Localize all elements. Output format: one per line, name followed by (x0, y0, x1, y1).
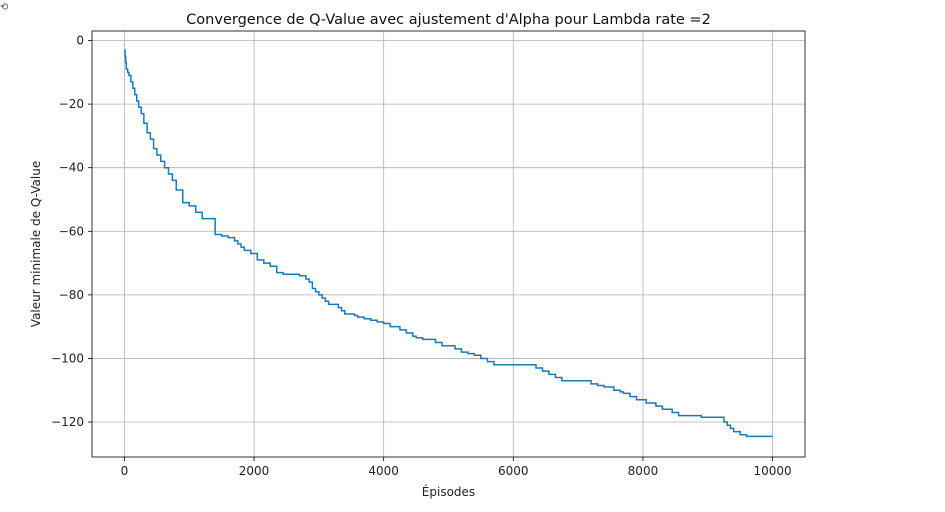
x-tick-label: 0 (121, 464, 129, 478)
grid (92, 31, 805, 457)
x-tick-label: 4000 (368, 464, 399, 478)
y-tick-label: −80 (59, 288, 84, 302)
x-tick-label: 10000 (753, 464, 791, 478)
y-axis-label: Valeur minimale de Q-Value (29, 161, 43, 327)
y-tick-label: −120 (51, 415, 84, 429)
plot-frame (91, 30, 806, 458)
y-tick-label: −60 (59, 224, 84, 238)
y-tick-label: −20 (59, 97, 84, 111)
x-tick-label: 6000 (498, 464, 529, 478)
series-line (124, 49, 773, 438)
chart-title: Convergence de Q-Value avec ajustement d… (186, 12, 711, 28)
corner-icon: ⟲ (0, 2, 9, 13)
y-tick-label: −100 (51, 351, 84, 365)
axis-ticks: 0 2000 4000 6000 8000 10000 0 −20 −40 −60 −80 −100 −… (51, 34, 792, 478)
x-tick-label: 8000 (628, 464, 659, 478)
y-tick-label: 0 (76, 34, 84, 48)
x-axis-label: Épisodes (422, 484, 475, 499)
x-tick-label: 2000 (239, 464, 270, 478)
y-tick-label: −40 (59, 161, 84, 175)
